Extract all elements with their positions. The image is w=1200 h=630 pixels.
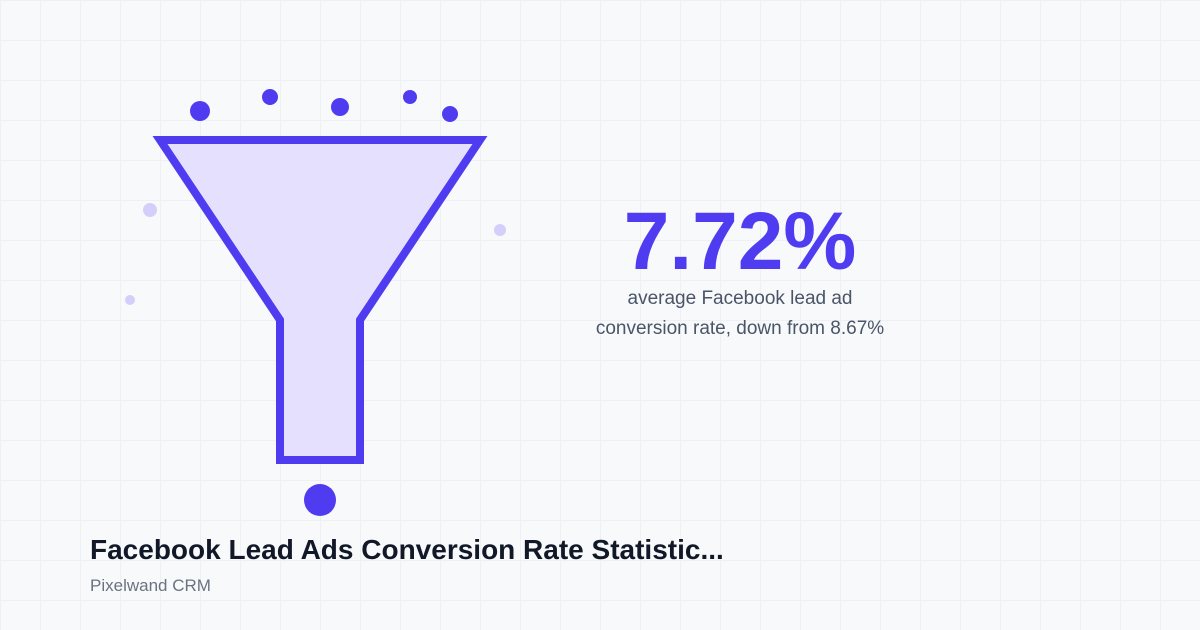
brand: Pixelwand CRM (90, 576, 211, 595)
footer-title: Facebook Lead Ads Conversion Rate Statis… (90, 534, 724, 565)
stat-value: 7.72% (623, 196, 857, 287)
stat-caption: conversion rate, down from 8.67% (595, 318, 885, 339)
funnel-illustration (125, 89, 506, 516)
stat-caption: average Facebook lead ad (627, 288, 853, 309)
